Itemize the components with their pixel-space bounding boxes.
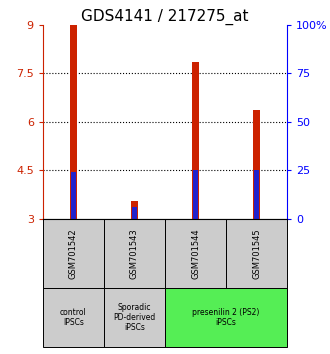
Text: GSM701542: GSM701542 [69,228,78,279]
Text: control
IPSCs: control IPSCs [60,308,87,327]
Bar [254,170,259,219]
Bar [71,172,76,219]
Bar [253,110,260,219]
Bar [104,288,165,347]
Bar [192,62,199,219]
Title: GDS4141 / 217275_at: GDS4141 / 217275_at [81,8,249,25]
Bar [132,207,137,219]
Bar [43,219,104,288]
Bar [131,201,138,219]
Text: Sporadic
PD-derived
iPSCs: Sporadic PD-derived iPSCs [113,303,156,332]
Bar [165,219,226,288]
Bar [43,288,104,347]
Bar [165,288,287,347]
Bar [70,25,77,219]
Bar [226,219,287,288]
Bar [104,219,165,288]
Text: GSM701545: GSM701545 [252,228,261,279]
Text: GSM701543: GSM701543 [130,228,139,279]
Text: presenilin 2 (PS2)
iPSCs: presenilin 2 (PS2) iPSCs [192,308,260,327]
Bar [193,170,198,219]
Text: GSM701544: GSM701544 [191,228,200,279]
